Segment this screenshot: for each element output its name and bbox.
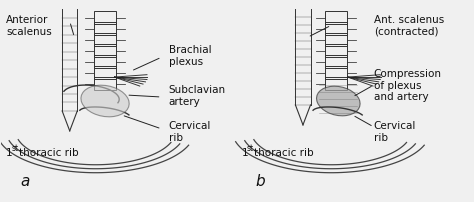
Bar [325, 66, 347, 79]
Text: Cervical
rib: Cervical rib [169, 121, 211, 143]
Text: a: a [20, 174, 29, 189]
Bar [94, 33, 117, 46]
Text: st: st [247, 144, 254, 154]
Text: st: st [11, 144, 18, 154]
Text: Subclavian
artery: Subclavian artery [169, 85, 226, 107]
Bar [325, 11, 347, 24]
Bar [94, 22, 117, 35]
Text: Brachial
plexus: Brachial plexus [169, 45, 211, 67]
Text: b: b [256, 174, 265, 189]
Text: Compression
of plexus
and artery: Compression of plexus and artery [374, 69, 442, 102]
Text: thoracic rib: thoracic rib [19, 148, 79, 158]
Bar [325, 55, 347, 68]
Text: Ant. scalenus
(contracted): Ant. scalenus (contracted) [374, 15, 444, 37]
Bar [325, 22, 347, 35]
Bar [94, 66, 117, 79]
Text: 1: 1 [242, 148, 248, 158]
Bar [325, 33, 347, 46]
Ellipse shape [81, 85, 129, 117]
Text: thoracic rib: thoracic rib [255, 148, 314, 158]
Bar [325, 77, 347, 90]
Text: Cervical
rib: Cervical rib [374, 121, 416, 143]
Bar [94, 44, 117, 57]
Text: 1: 1 [6, 148, 13, 158]
Bar [94, 55, 117, 68]
Bar [325, 44, 347, 57]
Ellipse shape [317, 86, 360, 116]
Bar [94, 77, 117, 90]
Text: Anterior
scalenus: Anterior scalenus [6, 15, 52, 37]
Bar [94, 11, 117, 24]
